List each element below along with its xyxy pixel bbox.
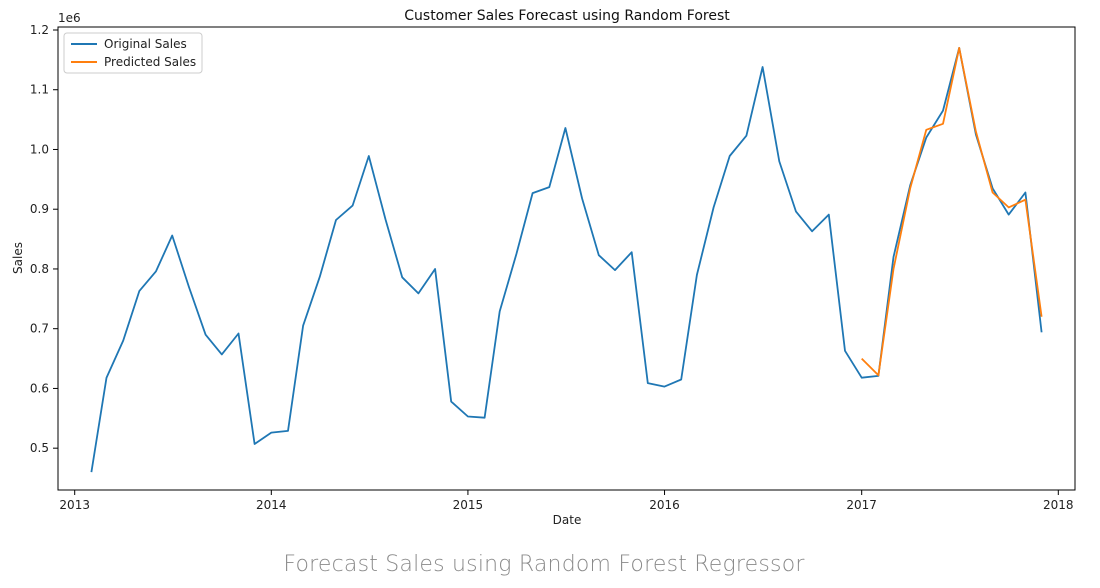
x-tick-label: 2014 (256, 498, 287, 512)
x-tick-label: 2018 (1043, 498, 1074, 512)
plot-area (57, 26, 1076, 491)
line-chart: Customer Sales Forecast using Random For… (11, 8, 1076, 527)
y-tick-label: 0.8 (30, 262, 49, 276)
legend-label-predicted-sales: Predicted Sales (104, 55, 196, 69)
legend-box (63, 32, 203, 74)
y-tick-label: 1.0 (30, 142, 49, 156)
y-tick-label: 1.2 (30, 23, 49, 37)
y-tick-label: 0.9 (30, 202, 49, 216)
y-tick-label: 0.7 (30, 322, 49, 336)
y-tick-label: 0.5 (30, 441, 49, 455)
x-tick-label: 2017 (846, 498, 877, 512)
x-tick-label: 2016 (649, 498, 680, 512)
y-axis: 0.5 0.6 0.7 0.8 0.9 1.0 1.1 1.2 (30, 23, 58, 455)
figure-caption: Forecast Sales using Random Forest Regre… (283, 552, 805, 577)
x-tick-label: 2015 (453, 498, 484, 512)
y-tick-label: 0.6 (30, 381, 49, 395)
y-tick-label: 1.1 (30, 83, 49, 97)
legend: Original Sales Predicted Sales (63, 32, 203, 74)
series-layer (90, 47, 1043, 473)
x-tick-label: 2013 (59, 498, 90, 512)
y-axis-label: Sales (11, 242, 25, 274)
series-line-predicted-sales (861, 47, 1043, 377)
series-line-original-sales (90, 47, 1043, 473)
y-axis-multiplier: 1e6 (58, 11, 81, 25)
chart-title: Customer Sales Forecast using Random For… (404, 8, 730, 24)
legend-label-original-sales: Original Sales (104, 37, 187, 51)
x-axis: 2013 2014 2015 2016 2017 2018 (59, 490, 1074, 512)
x-axis-label: Date (553, 513, 582, 527)
